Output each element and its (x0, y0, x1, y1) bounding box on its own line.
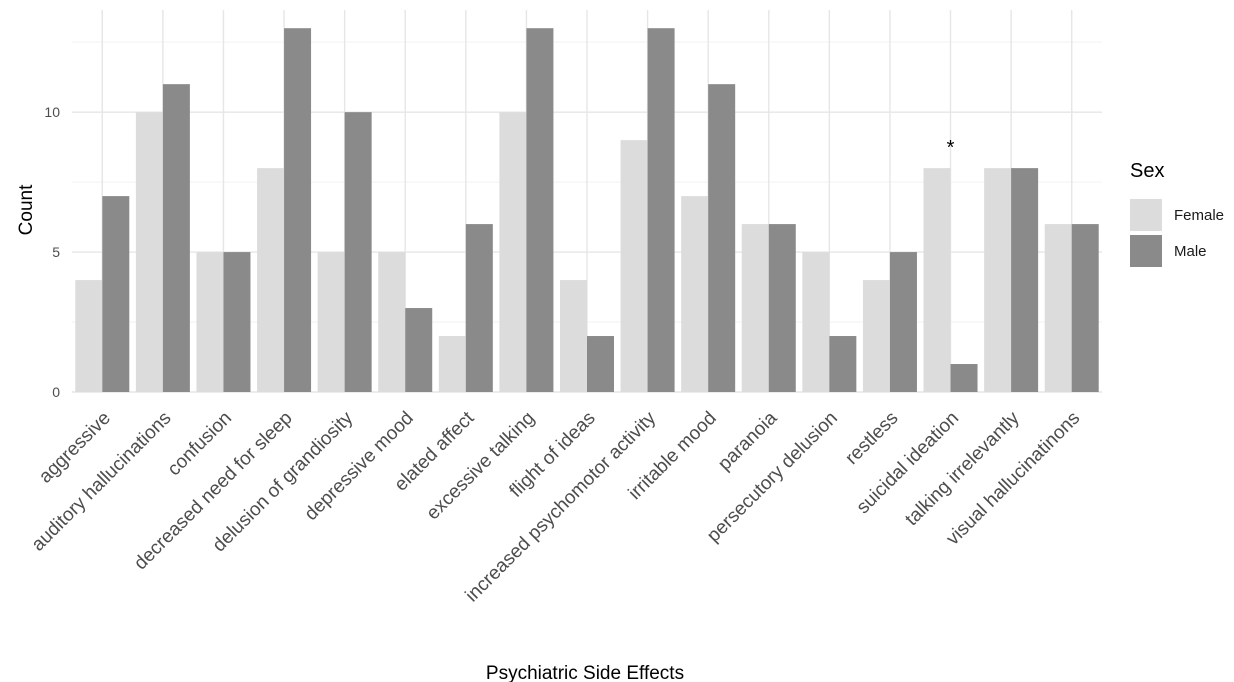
bar-female-irritable-mood (681, 196, 709, 392)
legend: Sex Female Male (1130, 160, 1224, 269)
bar-female-persecutory-delusion (802, 252, 830, 392)
bar-female-suicidal-ideation (923, 168, 951, 392)
annotation-asterisk: * (947, 137, 955, 159)
bar-male-delusion-of-grandiosity (344, 112, 372, 393)
x-tick-label: suicidal ideation (853, 408, 963, 518)
bar-female-restless (862, 280, 890, 392)
bar-male-elated-affect (465, 224, 493, 392)
x-tick-label: depressive mood (301, 408, 418, 525)
bar-male-visual-hallucinatinons (1071, 224, 1099, 392)
y-tick-label: 10 (44, 104, 60, 120)
x-tick-label: excessive talking (423, 408, 539, 524)
bar-male-irritable-mood (708, 84, 736, 393)
legend-item-female: Female (1130, 197, 1224, 233)
legend-label-male: Male (1174, 242, 1207, 260)
bar-female-depressive-mood (378, 252, 406, 392)
legend-title: Sex (1130, 160, 1165, 182)
bar-female-excessive-talking (499, 112, 527, 393)
legend-item-male: Male (1130, 233, 1224, 269)
bar-male-talking-irrelevantly (1011, 168, 1039, 392)
bar-male-increased-psychomotor-activity (647, 28, 675, 392)
bar-male-decreased-need-for-sleep (284, 28, 312, 392)
legend-swatch-female (1130, 199, 1162, 231)
bar-male-flight-of-ideas (587, 336, 614, 392)
bar-male-auditory-hallucinations (162, 84, 190, 393)
bar-male-excessive-talking (526, 28, 554, 392)
bar-female-paranoia (741, 224, 769, 392)
bar-male-aggressive (102, 196, 130, 392)
bar-male-persecutory-delusion (829, 336, 857, 392)
bar-female-visual-hallucinatinons (1044, 224, 1072, 392)
y-tick-label: 0 (52, 384, 60, 400)
y-tick-labels: 0 5 10 (44, 104, 60, 400)
y-tick-label: 5 (52, 244, 60, 260)
legend-label-female: Female (1174, 206, 1225, 224)
bar-male-confusion (223, 252, 251, 392)
bar-female-talking-irrelevantly (984, 168, 1012, 392)
legend-swatch-male (1130, 235, 1162, 267)
bar-female-auditory-hallucinations (135, 112, 163, 393)
x-axis-label: Psychiatric Side Effects (486, 663, 684, 682)
bars (75, 28, 1099, 393)
bar-female-decreased-need-for-sleep (257, 168, 285, 392)
bar-female-increased-psychomotor-activity (620, 140, 648, 392)
x-tick-label: restless (841, 408, 902, 469)
bar-female-flight-of-ideas (560, 280, 587, 392)
bar-male-restless (889, 252, 917, 392)
bar-female-aggressive (75, 280, 103, 392)
bar-female-delusion-of-grandiosity (317, 252, 345, 392)
bar-female-confusion (196, 252, 224, 392)
y-axis-label: Count (16, 184, 37, 235)
bar-female-elated-affect (438, 336, 466, 392)
annotations: * (947, 137, 955, 159)
bar-male-paranoia (768, 224, 796, 392)
x-tick-label: talking irrelevantly (901, 407, 1024, 530)
bar-male-depressive-mood (405, 308, 433, 392)
bar-male-suicidal-ideation (950, 364, 978, 392)
